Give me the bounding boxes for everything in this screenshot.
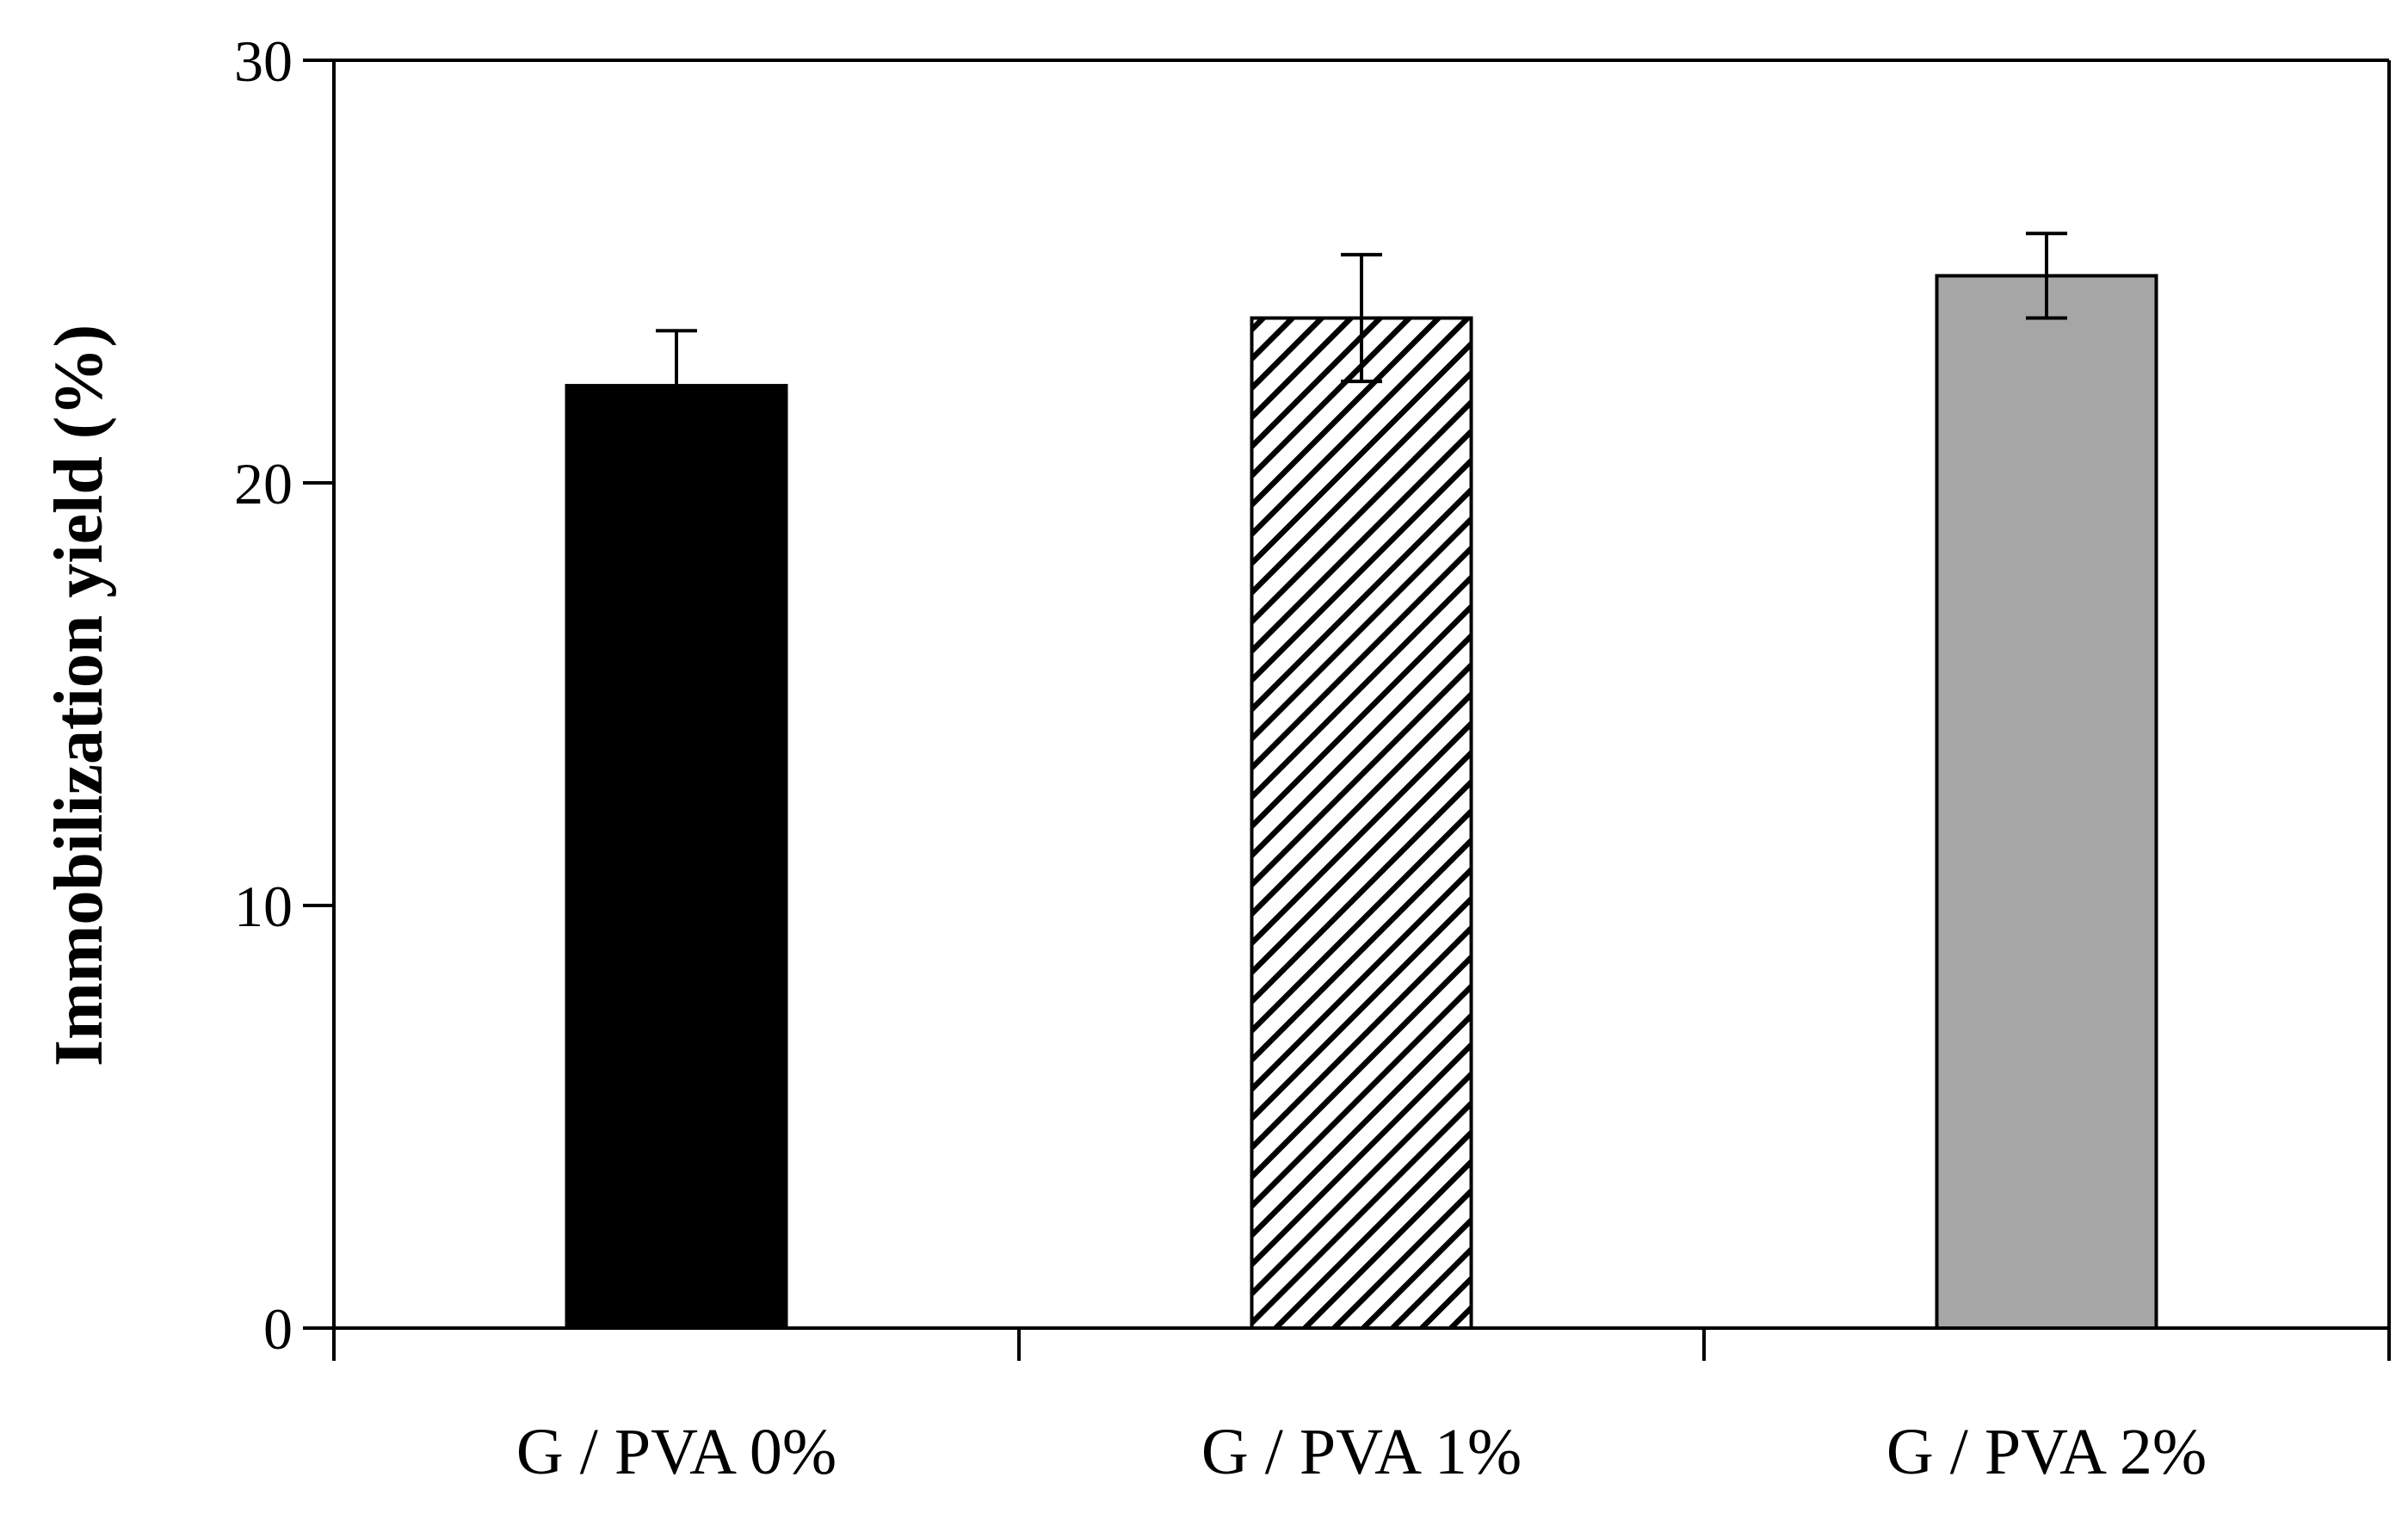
- bar: [1250, 316, 1473, 1330]
- x-tick-label: G / PVA 0%: [516, 1416, 837, 1488]
- x-tick-label: G / PVA 1%: [1201, 1416, 1522, 1488]
- y-tick-label: 30: [234, 28, 293, 94]
- y-tick-label: 0: [263, 1296, 293, 1362]
- x-axis-ticks: G / PVA 0% G / PVA 1% G / PVA 2%: [332, 1328, 2391, 1488]
- x-tick-label: G / PVA 2%: [1886, 1416, 2207, 1488]
- bar: [1935, 274, 2158, 1330]
- y-tick-label: 10: [234, 874, 293, 939]
- y-axis-ticks: 0 10 20 30: [234, 28, 334, 1362]
- y-tick-label: 20: [234, 451, 293, 516]
- bars-group: [565, 274, 2158, 1331]
- y-axis-title: Immobilization yield (%): [41, 324, 117, 1066]
- error-bars-group: [656, 232, 2067, 442]
- bar: [565, 384, 788, 1331]
